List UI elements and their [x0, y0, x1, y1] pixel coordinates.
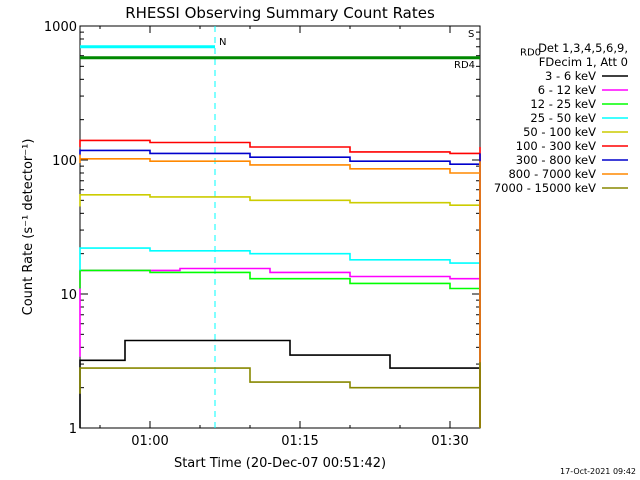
- legend-entry-label: 300 - 800 keV: [516, 153, 596, 167]
- y-tick-label: 1: [69, 422, 77, 437]
- legend-header-line: Det 1,3,4,5,6,9,: [538, 41, 628, 55]
- series-line: [79, 149, 481, 428]
- series-line: [79, 154, 481, 428]
- flag-label: N: [219, 37, 226, 48]
- x-tick-label: 01:30: [431, 434, 468, 449]
- legend-entry-label: 3 - 6 keV: [545, 69, 596, 83]
- chart-title: RHESSI Observing Summary Count Rates: [125, 4, 435, 22]
- y-tick-label: 100: [52, 154, 77, 169]
- series-line: [79, 267, 481, 428]
- x-tick-label: 01:15: [281, 434, 318, 449]
- series-line: [79, 305, 481, 428]
- series-line: [79, 247, 481, 428]
- series-layer: [79, 139, 481, 428]
- legend-entry-label: 100 - 300 keV: [516, 139, 596, 153]
- flag-bars: N S RD0 RD4: [80, 29, 541, 71]
- series-line: [79, 194, 481, 428]
- vertical-markers: [214, 26, 216, 428]
- x-axis-label: Start Time (20-Dec-07 00:51:42): [174, 456, 386, 471]
- y-tick-label: 10: [60, 288, 77, 303]
- y-tick-label: 1000: [44, 20, 77, 35]
- legend-header-line: FDecim 1, Att 0: [539, 55, 628, 69]
- series-line: [79, 139, 481, 428]
- axes-layer: 01:00 01:15 01:30 1 10 100 1000: [44, 20, 480, 449]
- flag-label: RD0: [520, 48, 541, 59]
- legend: Det 1,3,4,5,6,9,FDecim 1, Att 03 - 6 keV…: [494, 41, 628, 195]
- flag-label: S: [468, 29, 474, 40]
- legend-entry-label: 12 - 25 keV: [530, 97, 596, 111]
- flag-label: RD4: [454, 60, 475, 71]
- legend-entry-label: 7000 - 15000 keV: [494, 181, 596, 195]
- x-tick-label: 01:00: [131, 434, 168, 449]
- legend-entry-label: 6 - 12 keV: [538, 83, 596, 97]
- legend-entry-label: 25 - 50 keV: [530, 111, 596, 125]
- series-line: [79, 362, 481, 428]
- footer-date: 17-Oct-2021 09:42: [560, 467, 636, 476]
- y-axis-label: Count Rate (s⁻¹ detector⁻¹): [21, 139, 36, 316]
- legend-entry-label: 50 - 100 keV: [523, 125, 596, 139]
- legend-entry-label: 800 - 7000 keV: [508, 167, 596, 181]
- series-line: [79, 269, 481, 428]
